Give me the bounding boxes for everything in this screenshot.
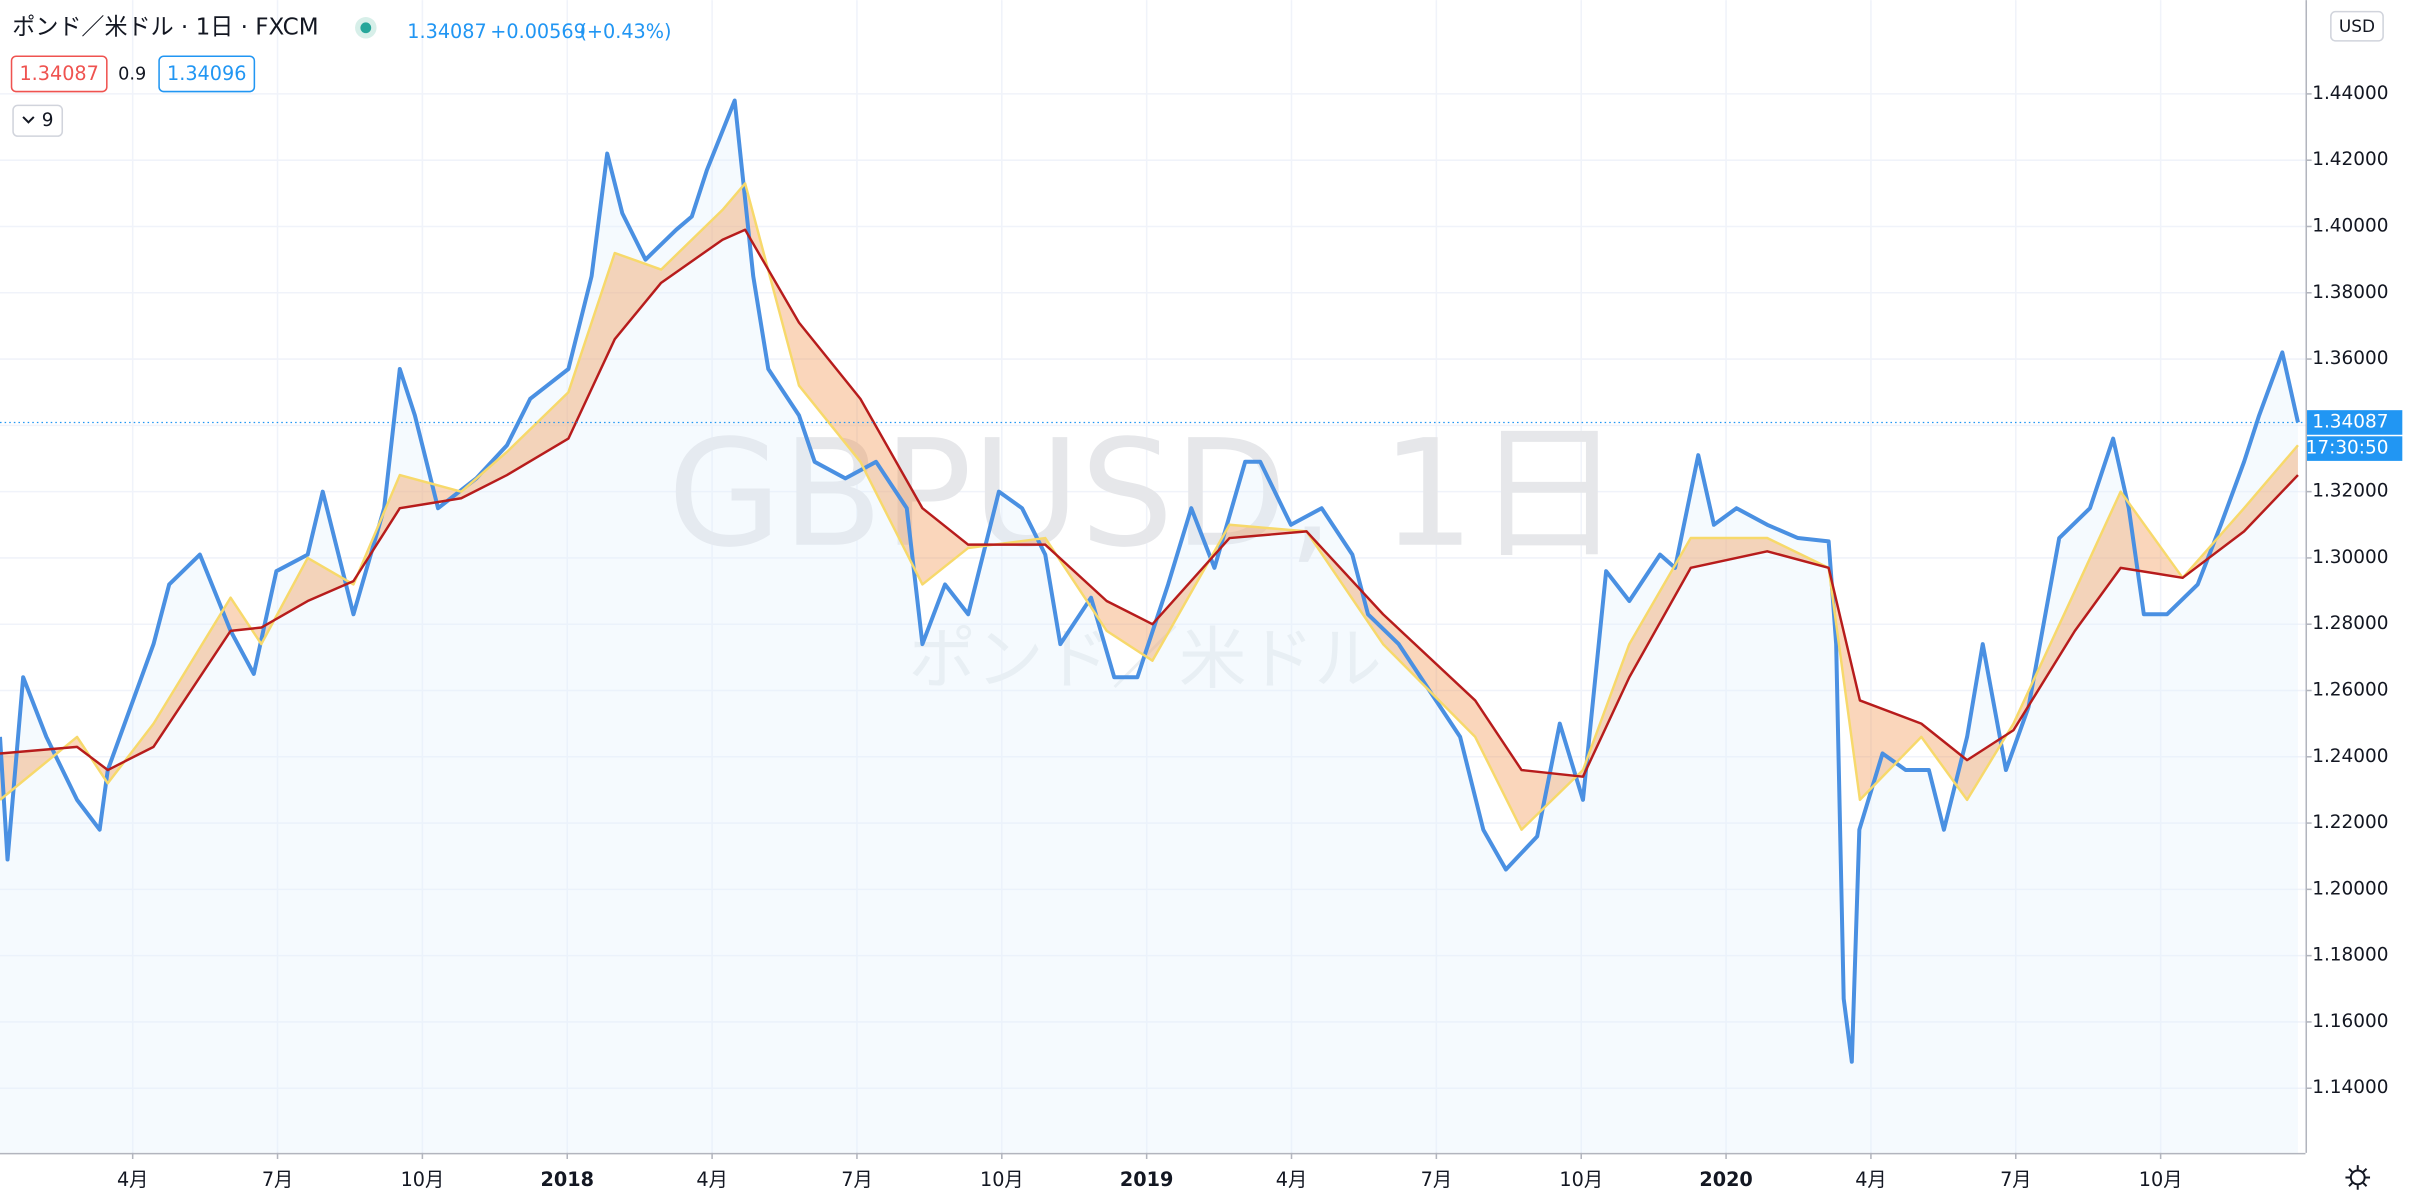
symbol-title: ポンド／米ドル · 1日 · FXCM: [12, 14, 318, 40]
y-tick-label: 1.26000: [2312, 679, 2388, 700]
x-tick-label: 10月: [2139, 1168, 2183, 1191]
y-tick-label: 1.42000: [2312, 149, 2388, 170]
price-line: [0, 98, 2300, 1064]
y-tick-label: 1.24000: [2312, 746, 2388, 767]
indicator-count[interactable]: 9: [42, 110, 54, 131]
sell-price[interactable]: 1.34087: [19, 62, 98, 85]
y-tick-label: 1.36000: [2312, 348, 2388, 369]
x-tick-label: 7月: [262, 1168, 293, 1191]
x-tick-label: 4月: [117, 1168, 148, 1191]
grid: [0, 0, 2306, 1153]
y-tick-label: 1.20000: [2312, 878, 2388, 899]
buy-price[interactable]: 1.34096: [167, 62, 246, 85]
indicator-toggle[interactable]: [12, 104, 64, 137]
x-tick-label: 2020: [1699, 1168, 1752, 1191]
x-tick-label: 4月: [1276, 1168, 1307, 1191]
moving-average-line: [0, 182, 2299, 831]
y-tick-label: 1.44000: [2312, 83, 2388, 104]
countdown-tag: [2307, 436, 2403, 461]
y-tick-label: 1.38000: [2312, 282, 2388, 303]
chevron-icon[interactable]: [22, 116, 35, 124]
x-tick-label: 10月: [401, 1168, 445, 1191]
x-tick-label: 7月: [2000, 1168, 2031, 1191]
x-tick-label: 2018: [541, 1168, 594, 1191]
currency-label[interactable]: USD: [2339, 16, 2375, 36]
moving-average-line: [0, 228, 2299, 778]
price-tag: [2307, 410, 2403, 435]
status-dot: [360, 22, 372, 34]
countdown-label: 17:30:50: [2306, 438, 2389, 459]
y-tick-label: 1.18000: [2312, 945, 2388, 966]
x-tick-label: 10月: [980, 1168, 1024, 1191]
y-tick-label: 1.14000: [2312, 1077, 2388, 1098]
plot: [0, 98, 2306, 1153]
y-tick-label: 1.16000: [2312, 1011, 2388, 1032]
x-tick-label: 7月: [1421, 1168, 1452, 1191]
y-tick-label: 1.40000: [2312, 215, 2388, 236]
price-change: +0.00569: [490, 20, 586, 43]
x-tick-label: 7月: [841, 1168, 872, 1191]
y-tick-label: 1.28000: [2312, 613, 2388, 634]
y-tick-label: 1.22000: [2312, 812, 2388, 833]
currency-badge[interactable]: [2330, 10, 2384, 42]
buy-button[interactable]: [158, 55, 256, 93]
sell-button[interactable]: [10, 55, 108, 93]
x-tick-label: 4月: [696, 1168, 727, 1191]
gear-teeth[interactable]: [2345, 1165, 2371, 1190]
gear[interactable]: [2349, 1169, 2366, 1186]
spread: 0.9: [118, 65, 146, 85]
x-tick-label: 10月: [1559, 1168, 1603, 1191]
x-tick-label: 2019: [1120, 1168, 1173, 1191]
y-tick-label: 1.32000: [2312, 481, 2388, 502]
x-tick-label: 4月: [1855, 1168, 1886, 1191]
price-area: [0, 100, 2298, 1153]
price-change-pct: (+0.43%): [579, 20, 671, 43]
watermark: GBPUSD, 1日: [668, 408, 1623, 580]
axes: 1.14000 1.16000 1.18000 1.20000 1.22000 1.240…: [117, 83, 2403, 1191]
last-price: 1.34087: [407, 20, 486, 43]
settings-icon[interactable]: [2345, 1165, 2371, 1190]
price-tag-label: 1.34087: [2312, 411, 2388, 432]
y-tick-label: 1.30000: [2312, 547, 2388, 568]
